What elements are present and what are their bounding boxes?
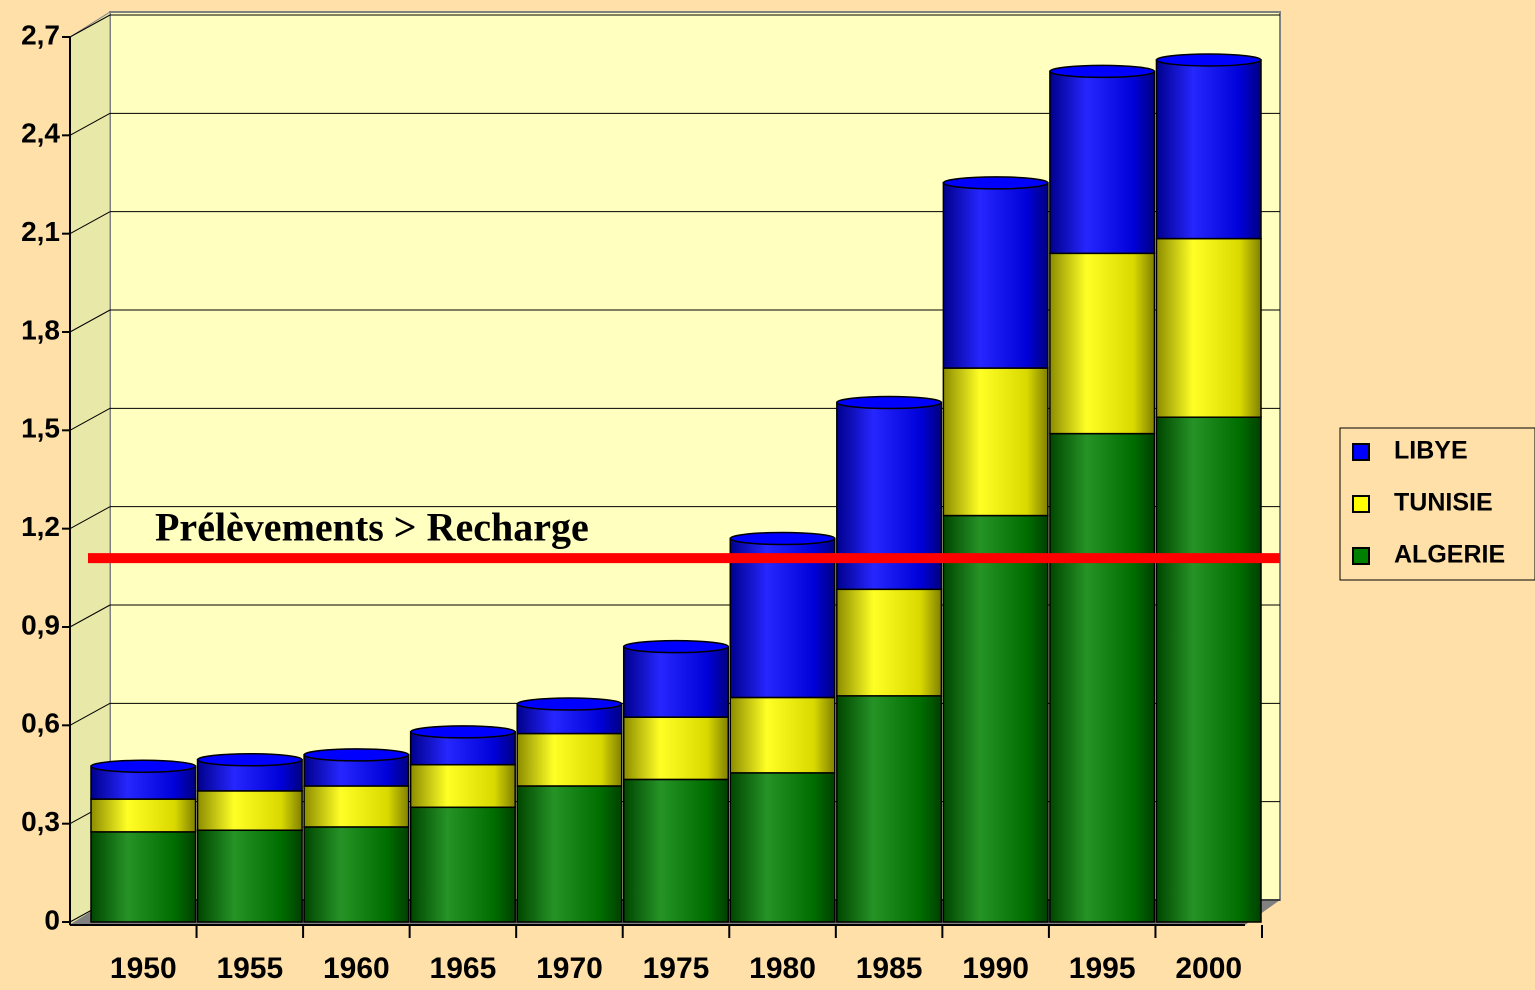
y-tick-label: 1,2 xyxy=(21,511,60,542)
bar-top xyxy=(836,395,943,410)
x-tick-label: 2000 xyxy=(1175,952,1242,985)
x-tick-label: 1955 xyxy=(216,952,283,985)
y-tick-label: 0 xyxy=(44,904,60,935)
bar-top xyxy=(622,639,730,654)
y-tick-label: 1,5 xyxy=(21,413,60,444)
grid-line xyxy=(69,112,111,136)
x-tick-label: 1985 xyxy=(856,952,923,985)
y-tick-label: 1,8 xyxy=(21,314,60,345)
grid-line xyxy=(69,14,111,38)
bar-segment xyxy=(1049,432,1156,923)
bar-top xyxy=(729,531,836,546)
x-tick-label: 1960 xyxy=(323,952,390,985)
y-tick-label: 0,3 xyxy=(21,806,60,837)
bar-segment xyxy=(516,732,623,787)
y-tick-label: 2,1 xyxy=(21,216,60,247)
bar-segment xyxy=(942,514,1049,923)
bar-segment xyxy=(1049,252,1156,435)
legend-label: TUNISIE xyxy=(1394,489,1493,517)
bar-segment xyxy=(622,778,730,923)
grid-line xyxy=(69,604,111,628)
bar-top xyxy=(196,753,303,767)
legend-box xyxy=(1339,427,1535,581)
grid-line xyxy=(69,211,111,235)
bar-segment xyxy=(942,367,1049,517)
bar-top xyxy=(90,759,197,774)
bar-segment xyxy=(1155,59,1262,240)
bar-segment xyxy=(1049,70,1156,255)
bar-segment xyxy=(196,829,303,923)
bar-segment xyxy=(90,798,197,833)
bar-segment xyxy=(836,695,943,923)
bar-segment xyxy=(409,763,516,809)
bar-top xyxy=(409,725,516,739)
bar-top xyxy=(1049,64,1156,79)
bar-segment xyxy=(409,806,516,923)
bar-segment xyxy=(303,826,410,923)
legend-label: ALGERIE xyxy=(1394,541,1505,569)
bar-top xyxy=(303,748,410,762)
bar-segment xyxy=(516,785,623,923)
grid-line xyxy=(69,407,111,431)
bar-segment xyxy=(622,716,730,781)
x-tick-label: 1975 xyxy=(643,952,710,985)
y-tick-label: 0,6 xyxy=(21,708,60,739)
bar-top xyxy=(516,697,623,711)
grid-line xyxy=(69,506,111,530)
legend-swatch xyxy=(1352,547,1370,565)
bar-segment xyxy=(729,772,836,923)
bar-top xyxy=(942,176,1049,190)
x-tick-label: 1995 xyxy=(1069,952,1136,985)
x-tick-label: 1990 xyxy=(962,952,1029,985)
bar-segment xyxy=(196,790,303,831)
legend-swatch xyxy=(1352,495,1370,513)
bar-top xyxy=(1155,53,1262,67)
x-tick-label: 1970 xyxy=(536,952,603,985)
legend-label: LIBYE xyxy=(1394,437,1468,465)
grid-line xyxy=(69,309,111,333)
bar-segment xyxy=(836,588,943,697)
annotation: Prélèvements > Recharge xyxy=(155,504,589,549)
bar-segment xyxy=(1155,237,1262,418)
bar-segment xyxy=(729,696,836,774)
legend-swatch xyxy=(1352,443,1370,461)
y-tick-label: 0,9 xyxy=(21,609,60,640)
bar-segment xyxy=(729,537,836,699)
x-tick-label: 1950 xyxy=(110,952,177,985)
bar-segment xyxy=(90,831,197,923)
y-tick-label: 2,4 xyxy=(21,118,60,149)
bar-segment xyxy=(942,182,1049,369)
y-tick-label: 2,7 xyxy=(21,19,60,50)
bar-segment xyxy=(303,785,410,828)
x-tick-label: 1980 xyxy=(749,952,816,985)
bar-segment xyxy=(1155,416,1262,923)
bar-segment xyxy=(622,645,730,718)
x-tick-label: 1965 xyxy=(430,952,497,985)
grid-line xyxy=(69,702,111,726)
